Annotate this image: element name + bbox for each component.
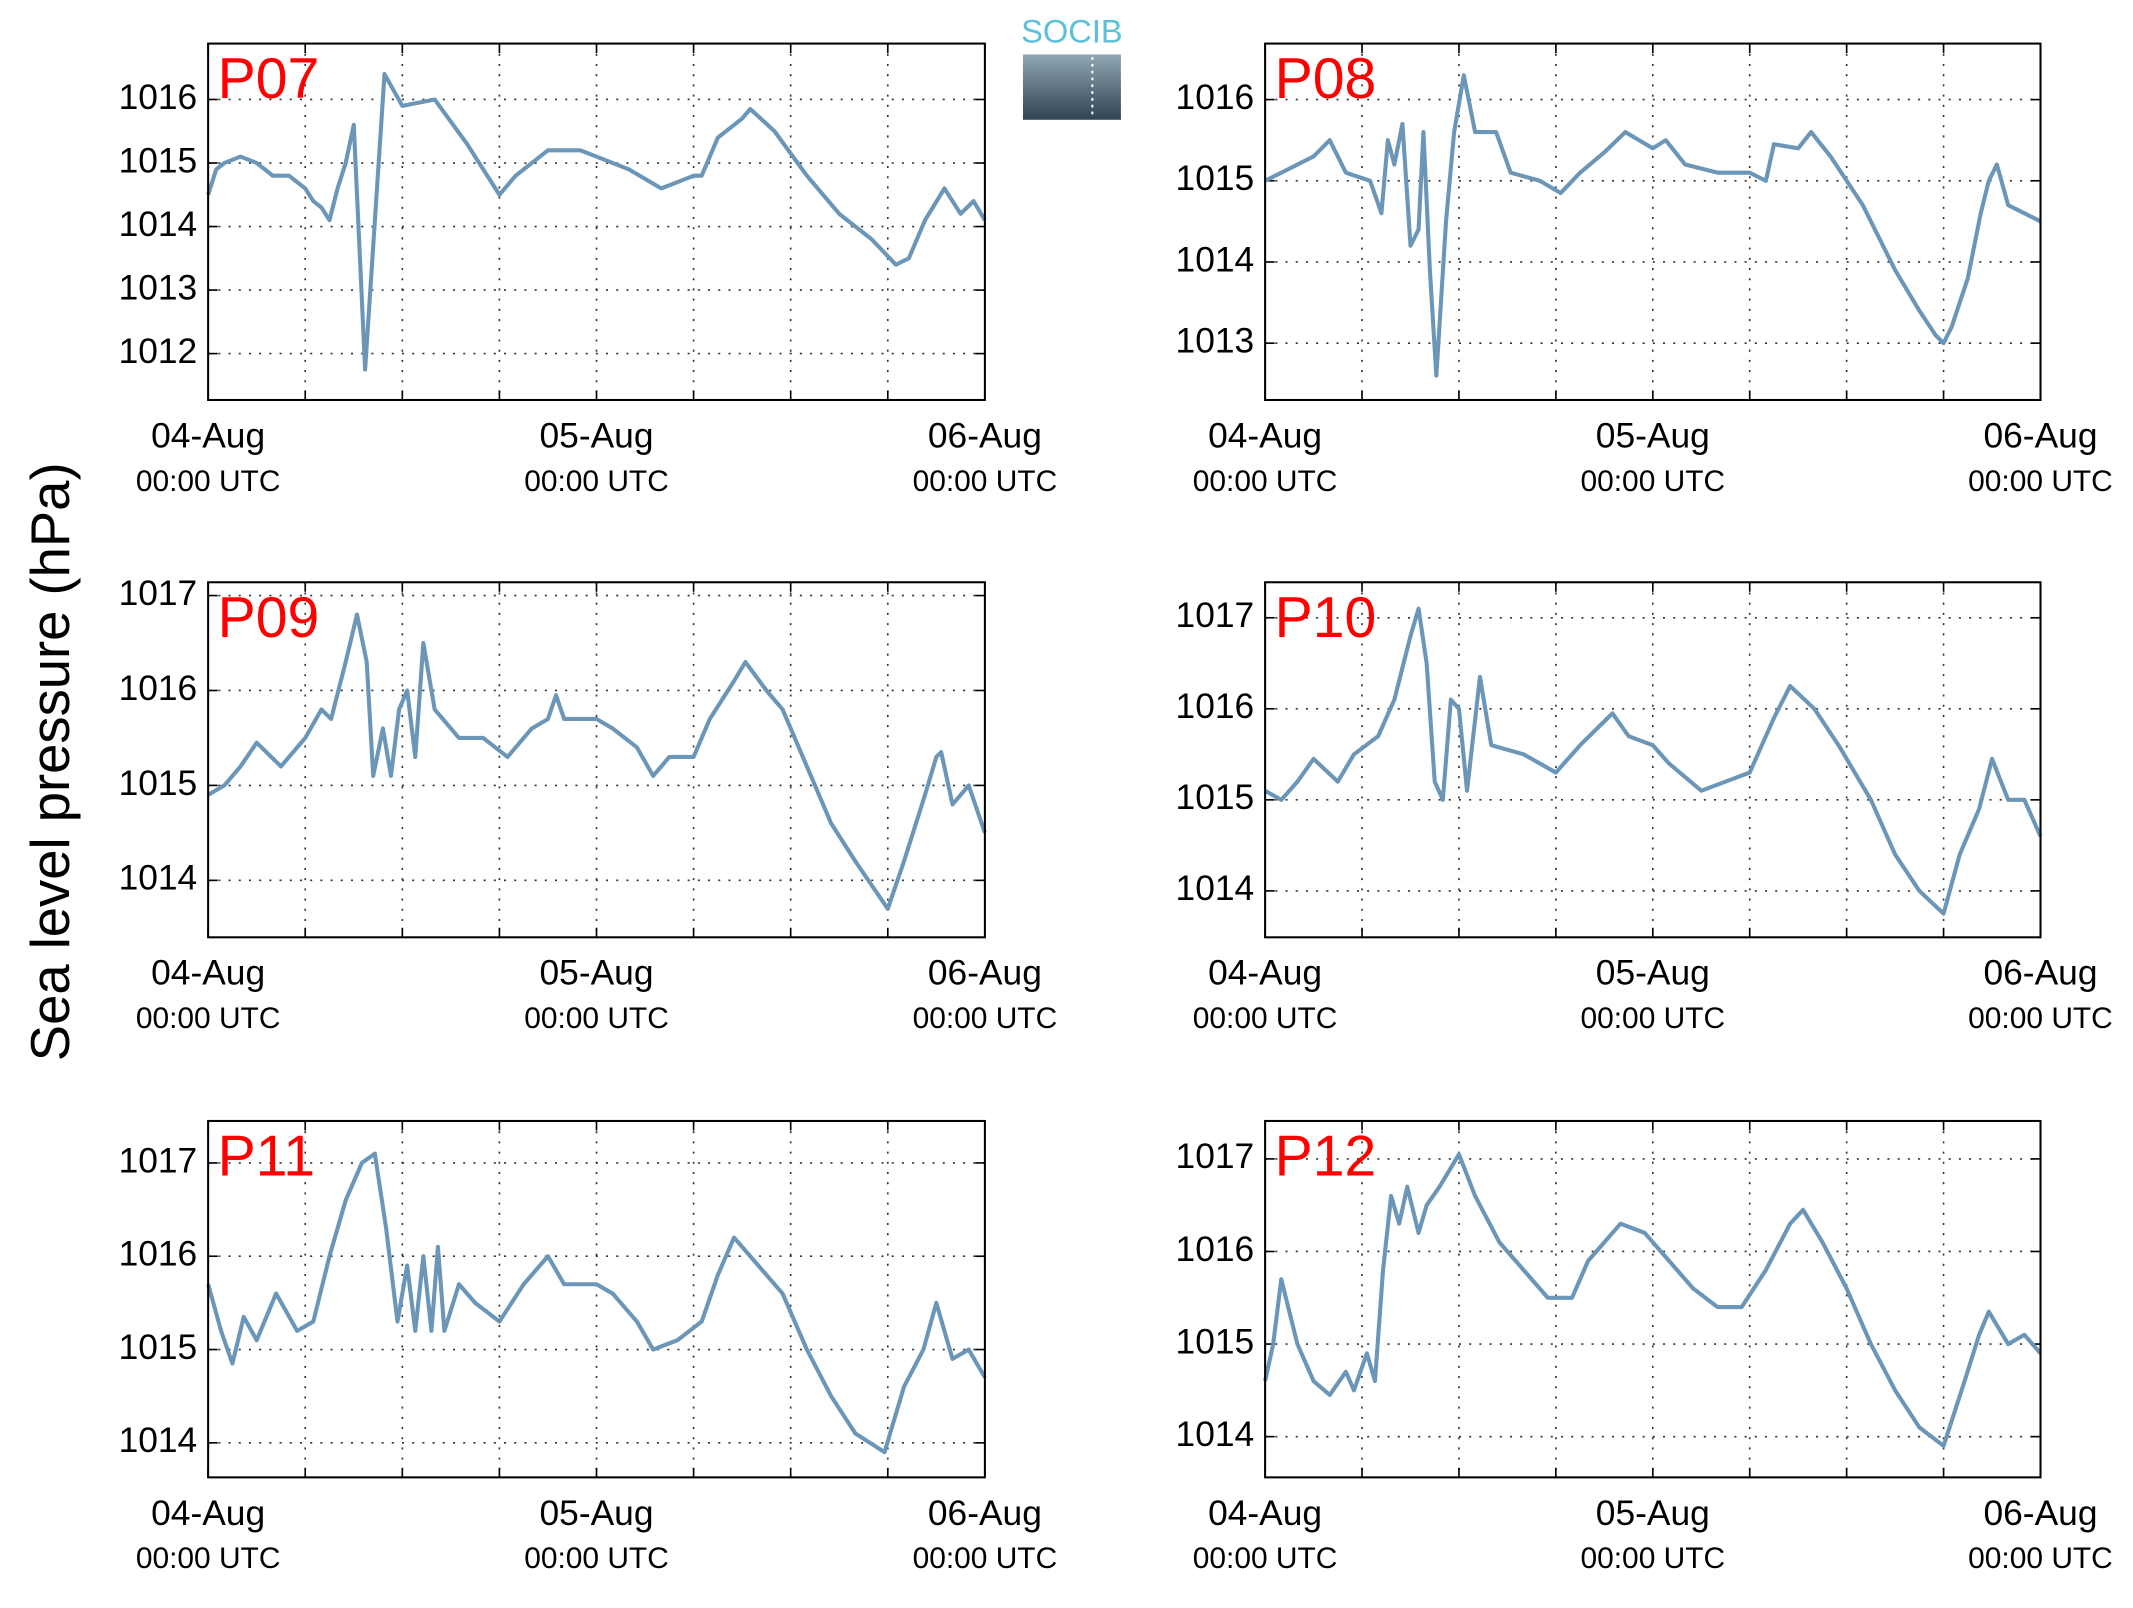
plot-frame bbox=[1264, 42, 2042, 402]
y-tick-label: 1014 bbox=[1176, 1415, 1255, 1454]
panel: 1013 1014 1015 1016 04-Aug 00:00 UTC 05-Aug 00:… bbox=[1176, 42, 2113, 498]
x-tick-label: 04-Aug bbox=[151, 416, 265, 455]
x-tick-sublabel: 00:00 UTC bbox=[1968, 1542, 2113, 1575]
data-line bbox=[1263, 1152, 2043, 1448]
y-tick-label: 1015 bbox=[1176, 778, 1255, 817]
x-tick-label: 05-Aug bbox=[1596, 1494, 1710, 1533]
data-line bbox=[1264, 606, 2043, 916]
x-tick-label: 06-Aug bbox=[928, 1494, 1042, 1533]
x-tick-label: 05-Aug bbox=[539, 416, 653, 455]
panel-title: P08 bbox=[1275, 47, 1377, 111]
panel-title: P07 bbox=[218, 47, 320, 111]
x-tick-sublabel: 00:00 UTC bbox=[1968, 465, 2113, 498]
y-tick-label: 1017 bbox=[1176, 1137, 1255, 1176]
x-tick-label: 04-Aug bbox=[151, 954, 265, 993]
y-tick-label: 1014 bbox=[119, 1421, 198, 1460]
x-tick-sublabel: 00:00 UTC bbox=[524, 1542, 669, 1575]
plot-frame bbox=[1264, 1119, 2042, 1479]
x-tick-sublabel: 00:00 UTC bbox=[1193, 1002, 1338, 1035]
y-tick-label: 1016 bbox=[1176, 1230, 1255, 1269]
x-tick-label: 06-Aug bbox=[928, 954, 1042, 993]
x-tick-sublabel: 00:00 UTC bbox=[136, 1542, 281, 1575]
panel: 1012 1013 1014 1015 1016 04-Aug 00:00 UTC 05-Au… bbox=[119, 42, 1058, 498]
y-tick-label: 1016 bbox=[119, 78, 198, 117]
panel: 1014 1015 1016 1017 04-Aug 00:00 UTC 05-Aug 00:… bbox=[1176, 581, 2113, 1035]
x-tick-label: 04-Aug bbox=[151, 1494, 265, 1533]
y-tick-label: 1017 bbox=[119, 574, 198, 613]
y-tick-label: 1013 bbox=[119, 268, 198, 307]
x-tick-label: 05-Aug bbox=[1596, 954, 1710, 993]
x-tick-sublabel: 00:00 UTC bbox=[1580, 1542, 1725, 1575]
data-line bbox=[1264, 73, 2042, 378]
y-tick-label: 1013 bbox=[1176, 321, 1255, 360]
data-line bbox=[206, 1151, 987, 1455]
x-tick-label: 05-Aug bbox=[1596, 416, 1710, 455]
x-tick-label: 04-Aug bbox=[1208, 416, 1322, 455]
y-tick-label: 1015 bbox=[119, 1328, 198, 1367]
y-tick-label: 1014 bbox=[1176, 240, 1255, 279]
x-tick-sublabel: 00:00 UTC bbox=[1580, 465, 1725, 498]
panel: 1014 1015 1016 1017 04-Aug 00:00 UTC 05-Aug 00:… bbox=[119, 1119, 1058, 1575]
x-tick-sublabel: 00:00 UTC bbox=[136, 1002, 281, 1035]
data-line bbox=[206, 72, 987, 372]
plot-frame bbox=[207, 1119, 986, 1479]
y-tick-label: 1016 bbox=[1176, 687, 1255, 726]
x-tick-sublabel: 00:00 UTC bbox=[524, 1002, 669, 1035]
x-tick-sublabel: 00:00 UTC bbox=[913, 465, 1058, 498]
x-tick-sublabel: 00:00 UTC bbox=[1193, 1542, 1338, 1575]
x-tick-sublabel: 00:00 UTC bbox=[136, 465, 281, 498]
y-tick-label: 1015 bbox=[1176, 1322, 1255, 1361]
y-tick-label: 1016 bbox=[1176, 78, 1255, 117]
panel: 1014 1015 1016 1017 04-Aug 00:00 UTC 05-Aug 00:… bbox=[1176, 1119, 2113, 1575]
logo-block bbox=[1022, 54, 1121, 120]
x-tick-label: 06-Aug bbox=[1983, 1494, 2097, 1533]
panel-title: P09 bbox=[218, 586, 320, 650]
x-tick-sublabel: 00:00 UTC bbox=[913, 1542, 1058, 1575]
x-tick-sublabel: 00:00 UTC bbox=[524, 465, 669, 498]
y-tick-label: 1016 bbox=[119, 1235, 198, 1274]
x-tick-label: 06-Aug bbox=[1983, 416, 2097, 455]
plot-frame bbox=[207, 581, 986, 939]
x-tick-label: 06-Aug bbox=[928, 416, 1042, 455]
panel: 1014 1015 1016 1017 04-Aug 00:00 UTC 05-Aug 00:… bbox=[119, 574, 1058, 1035]
logo: SOCIB bbox=[1021, 13, 1123, 120]
x-tick-label: 06-Aug bbox=[1983, 954, 2097, 993]
y-axis-label: Sea level pressure (hPa) bbox=[20, 462, 81, 1061]
panel-title: P10 bbox=[1275, 586, 1377, 650]
plot-frame bbox=[207, 42, 986, 402]
plot-frame bbox=[1264, 581, 2042, 939]
y-tick-label: 1012 bbox=[119, 332, 198, 371]
x-tick-label: 04-Aug bbox=[1208, 954, 1322, 993]
x-tick-label: 04-Aug bbox=[1208, 1494, 1322, 1533]
y-tick-label: 1015 bbox=[1176, 159, 1255, 198]
y-tick-label: 1015 bbox=[119, 141, 198, 180]
panel-title: P12 bbox=[1275, 1125, 1377, 1189]
x-tick-sublabel: 00:00 UTC bbox=[1193, 465, 1338, 498]
y-tick-label: 1014 bbox=[119, 859, 198, 898]
logo-text: SOCIB bbox=[1021, 13, 1123, 50]
data-line bbox=[207, 612, 987, 911]
y-tick-label: 1014 bbox=[1176, 869, 1255, 908]
y-tick-label: 1017 bbox=[1176, 596, 1255, 635]
y-tick-label: 1016 bbox=[119, 669, 198, 708]
x-tick-sublabel: 00:00 UTC bbox=[913, 1002, 1058, 1035]
x-tick-sublabel: 00:00 UTC bbox=[1580, 1002, 1725, 1035]
y-tick-label: 1015 bbox=[119, 764, 198, 803]
y-tick-label: 1014 bbox=[119, 205, 198, 244]
x-tick-label: 05-Aug bbox=[539, 1494, 653, 1533]
panel-title: P11 bbox=[218, 1125, 315, 1189]
y-tick-label: 1017 bbox=[119, 1141, 198, 1180]
x-tick-label: 05-Aug bbox=[539, 954, 653, 993]
x-tick-sublabel: 00:00 UTC bbox=[1968, 1002, 2113, 1035]
